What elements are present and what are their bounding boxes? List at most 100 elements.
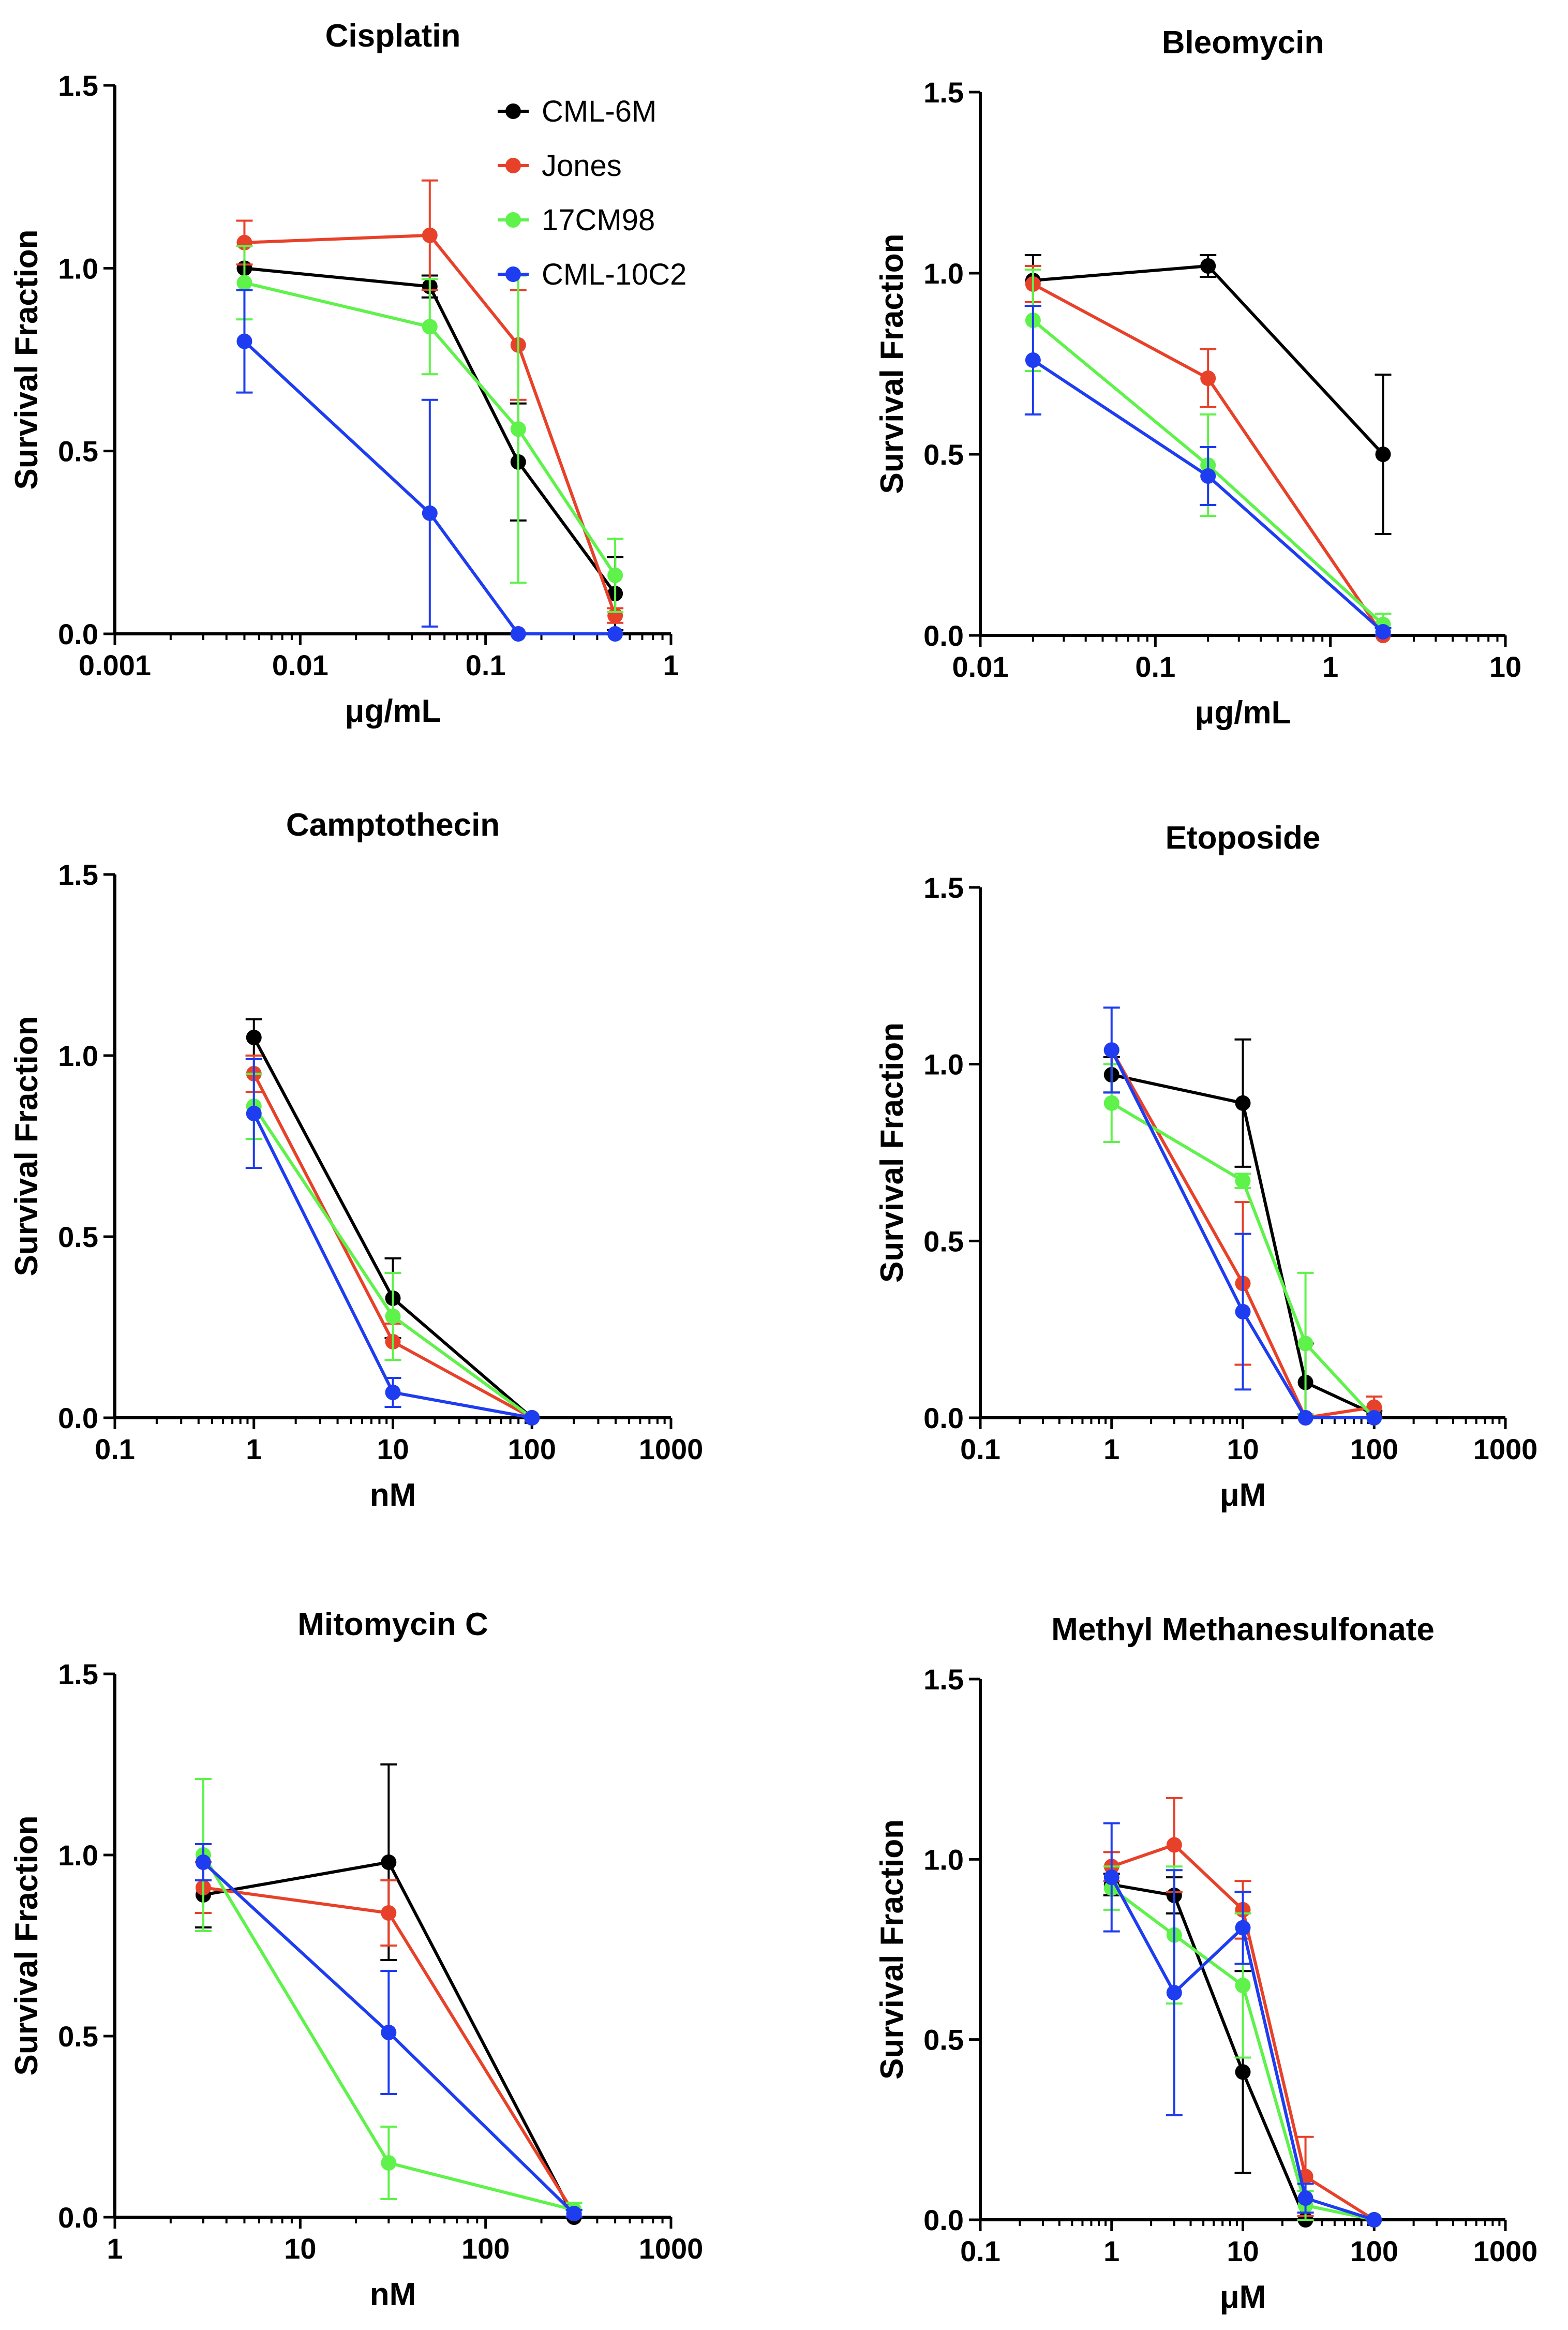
data-point [422,319,438,335]
y-tick-label: 0.0 [58,2201,98,2234]
data-point [1166,1985,1182,2001]
series-jones [245,1055,540,1426]
chart-panel-6: Methyl Methanesulfonate 0.0 0.5 1.0 1.5 0.1 1 1… [874,1612,1537,2315]
data-point [607,567,623,583]
data-point [381,1905,397,1921]
y-axis-label: Survival Fraction [874,233,910,494]
x-tick-label: 0.1 [960,2235,1000,2267]
series-cml-6m [245,1018,540,1426]
data-point [1297,1335,1313,1352]
x-axis-label: μM [1220,2279,1266,2315]
data-point [1297,2190,1313,2206]
data-point [1200,468,1216,484]
legend: CML-6M Jones 17CM98 CML-10C2 [498,95,686,291]
data-point [1235,1978,1251,1994]
legend-item: Jones [498,149,622,183]
x-tick-label: 1 [663,649,679,681]
legend-swatch-marker [505,158,521,173]
x-axis-label: μg/mL [345,693,441,729]
y-tick-label: 0.0 [923,1402,964,1434]
y-tick-label: 0.5 [923,438,964,471]
series-line [1111,1102,1376,1419]
data-point [1200,370,1216,386]
x-tick-label: 1000 [639,2232,704,2265]
series-cml-10c2 [1103,1006,1382,1426]
y-axis-label: Survival Fraction [9,1815,44,2075]
data-point [236,333,252,349]
y-tick-label: 0.5 [58,1221,98,1253]
x-tick-label: 1000 [1473,2235,1538,2267]
data-point [1235,2064,1251,2080]
x-tick-label: 100 [1350,2235,1398,2267]
data-point [1366,1410,1382,1426]
series-line [244,266,617,595]
data-point [1235,1173,1251,1189]
x-tick-label: 10 [1227,1433,1259,1465]
x-tick-label: 0.1 [466,649,506,681]
y-axis-label: Survival Fraction [874,1022,910,1283]
series-line [1110,1049,1375,1420]
series-line [244,233,617,616]
y-tick-label: 1.0 [58,1040,98,1072]
legend-swatch-marker [505,103,521,119]
chart-panel-1: Cisplatin 0.0 0.5 1.0 1.5 0.001 0.01 0.1 1 μg/mL S… [9,18,686,729]
y-tick-label: 0.0 [923,619,964,652]
x-tick-label: 10 [1489,650,1521,683]
chart-title: Mitomycin C [297,1607,488,1642]
x-tick-label: 1 [1322,650,1338,683]
data-point [246,1030,262,1045]
y-tick-label: 1.0 [58,1839,98,1872]
data-point [1235,1920,1251,1936]
data-point [422,227,438,243]
x-tick-label: 100 [461,2232,510,2265]
data-point [385,1385,401,1400]
series-cml-10c2 [236,289,623,642]
y-tick-label: 1.0 [58,252,98,285]
data-point [195,1854,211,1870]
x-tick-label: 0.1 [960,1433,1000,1465]
y-axis-label: Survival Fraction [874,1819,910,2080]
data-point [1103,1042,1119,1058]
x-tick-label: 100 [508,1433,556,1465]
y-tick-label: 1.5 [58,69,98,102]
data-point [1103,1869,1119,1886]
legend-swatch-marker [505,266,521,282]
chart-panel-3: Camptothecin 0.0 0.5 1.0 1.5 0.1 1 10 100 1000 nM S… [9,807,703,1513]
y-tick-label: 1.5 [923,1663,964,1696]
data-point [1103,1095,1119,1111]
y-axis-label: Survival Fraction [9,229,44,489]
chart-title: Cisplatin [325,18,461,54]
legend-label: 17CM98 [542,203,655,237]
x-tick-label: 10 [1227,2235,1259,2267]
chart-title: Etoposide [1166,820,1321,856]
series-cml-10c2 [1024,305,1392,640]
series-line [1110,1049,1375,1419]
data-point [1166,1837,1182,1853]
data-point [1297,1410,1313,1426]
y-tick-label: 0.0 [58,618,98,650]
chart-panel-4: Etoposide 0.0 0.5 1.0 1.5 0.1 1 10 100 1000 μM Surv… [874,820,1537,1513]
data-point [1235,1304,1251,1319]
legend-swatch-marker [505,212,521,228]
legend-item: 17CM98 [498,203,655,237]
data-point [1235,1095,1251,1111]
data-point [1375,624,1391,640]
x-tick-label: 0.1 [95,1433,135,1465]
data-point [510,626,526,642]
x-tick-label: 100 [1350,1433,1398,1465]
y-tick-label: 0.5 [923,1225,964,1257]
series-cml-10c2 [245,1058,540,1426]
data-point [607,626,623,642]
x-tick-label: 0.01 [952,650,1009,683]
x-tick-label: 0.01 [272,649,328,681]
y-tick-label: 1.5 [923,76,964,109]
y-tick-label: 1.0 [923,257,964,290]
y-tick-label: 1.5 [58,858,98,891]
y-axis-label: Survival Fraction [9,1016,44,1276]
series-cml-10c2 [1103,1822,1382,2228]
data-point [381,2155,397,2171]
data-point [385,1309,401,1324]
series-line [1111,1073,1375,1416]
x-axis-label: μM [1220,1477,1266,1513]
